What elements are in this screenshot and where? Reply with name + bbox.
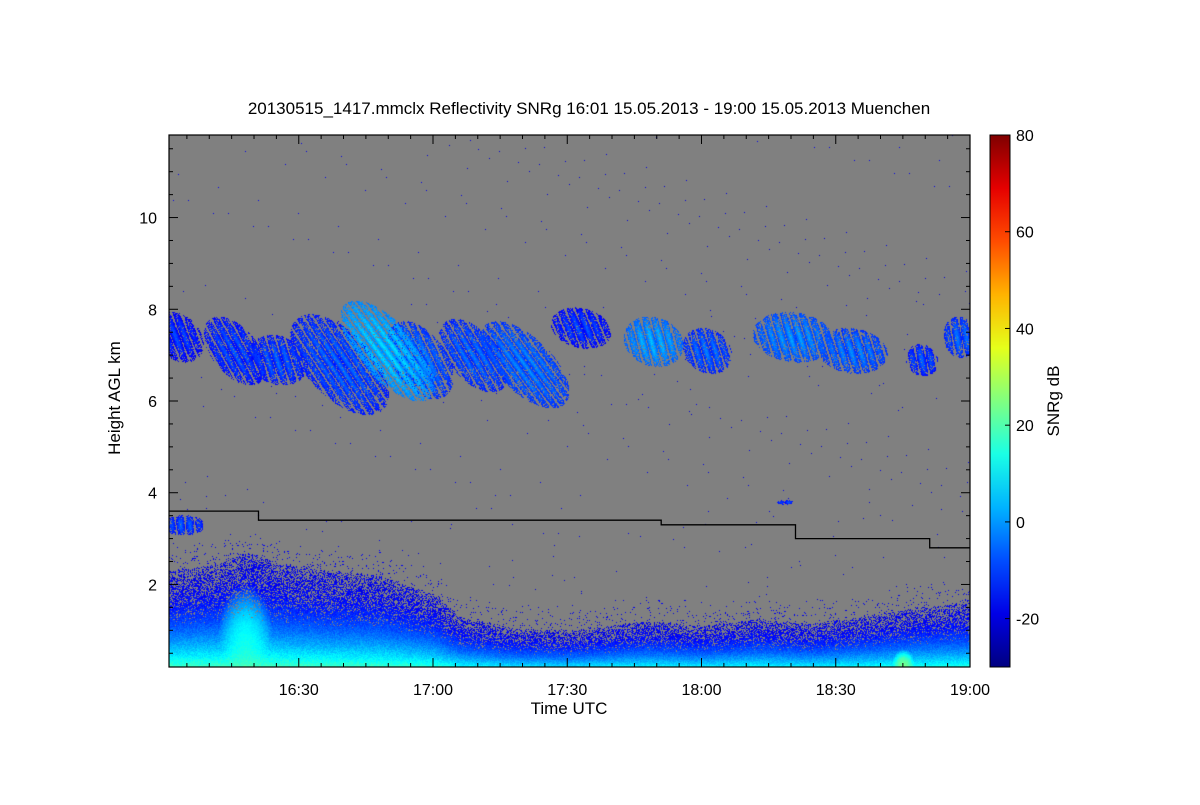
colorbar-tick-label: 60 [1016, 225, 1034, 242]
x-tick-label: 18:30 [816, 682, 856, 699]
melting-layer-line [169, 510, 970, 549]
x-tick-label: 16:30 [279, 682, 319, 699]
colorbar-tick-label: 0 [1016, 515, 1025, 532]
chart-title: 20130515_1417.mmclx Reflectivity SNRg 16… [248, 99, 930, 118]
y-tick-label: 4 [148, 486, 157, 503]
x-tick-label: 17:30 [547, 682, 587, 699]
x-axis: 16:30 17:00 17:30 18:00 18:30 19:00 [186, 135, 990, 699]
y-tick-label: 8 [148, 302, 157, 319]
x-tick-label: 17:00 [413, 682, 453, 699]
colorbar-tick-label: 40 [1016, 321, 1034, 338]
plot-area [168, 134, 971, 668]
x-axis-title: Time UTC [531, 699, 608, 718]
colorbar-title: SNRg dB [1044, 366, 1063, 437]
reflectivity-image [169, 135, 970, 667]
colorbar-ticks: -20 0 20 40 60 80 [1005, 128, 1039, 629]
y-axis-title: Height AGL km [105, 341, 124, 455]
y-tick-label: 10 [139, 211, 157, 228]
x-tick-label: 18:00 [681, 682, 721, 699]
colorbar: -20 0 20 40 60 80 SNRg dB [989, 128, 1063, 668]
y-tick-label: 2 [148, 577, 157, 594]
colorbar-gradient [989, 134, 1011, 668]
y-axis: 2 4 6 8 10 [139, 148, 970, 654]
colorbar-tick-label: 80 [1016, 128, 1034, 145]
x-tick-label: 19:00 [950, 682, 990, 699]
colorbar-tick-label: 20 [1016, 418, 1034, 435]
colorbar-tick-label: -20 [1016, 612, 1039, 629]
y-tick-label: 6 [148, 394, 157, 411]
